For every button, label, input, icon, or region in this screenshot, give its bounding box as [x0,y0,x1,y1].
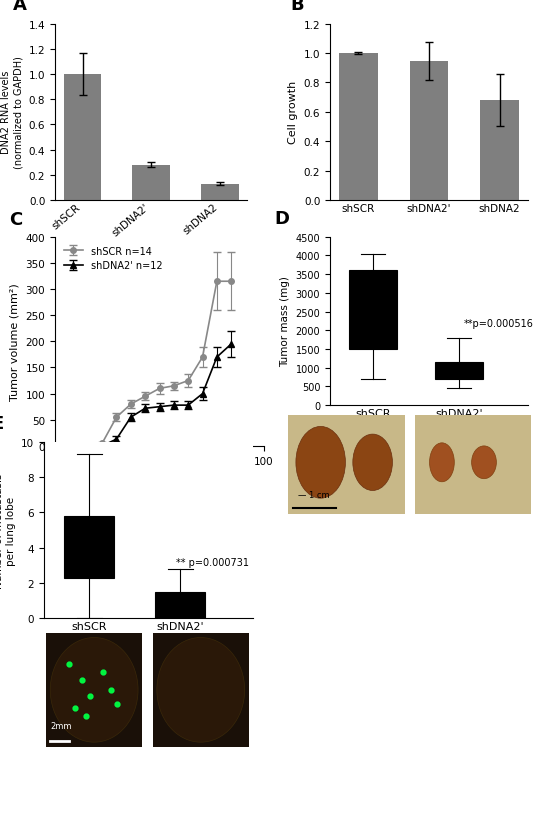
Bar [46,633,142,747]
Bar [153,633,249,747]
Ellipse shape [157,638,245,742]
X-axis label: Time (days): Time (days) [126,472,192,482]
Text: ** p=0.000731: ** p=0.000731 [176,557,249,567]
Y-axis label: Tumor mass (mg): Tumor mass (mg) [280,276,290,367]
Text: — 1 cm: — 1 cm [298,491,330,500]
PathPatch shape [349,271,397,350]
PathPatch shape [436,363,483,379]
Text: A: A [13,0,26,15]
Bar [289,416,405,514]
Bar [64,75,102,201]
Ellipse shape [472,446,496,479]
Y-axis label: DNA2 RNA levels
(normalized to GAPDH): DNA2 RNA levels (normalized to GAPDH) [2,57,23,169]
Ellipse shape [353,435,393,491]
PathPatch shape [64,516,114,578]
Bar [480,101,519,201]
Text: 2mm: 2mm [50,722,72,731]
Bar [133,165,170,201]
Text: **p=0.000516: **p=0.000516 [464,319,534,328]
Y-axis label: Tumor volume (mm²): Tumor volume (mm²) [10,283,20,400]
Ellipse shape [430,443,454,482]
Bar [415,416,531,514]
Text: E: E [0,414,4,432]
Text: C: C [9,211,22,229]
Y-axis label: Cell growth: Cell growth [288,81,298,144]
Text: D: D [274,210,289,228]
Bar [410,62,448,201]
Legend: shSCR n=14, shDNA2' n=12: shSCR n=14, shDNA2' n=12 [60,242,167,275]
Bar [339,54,378,201]
PathPatch shape [155,592,205,618]
Bar [201,184,239,201]
Ellipse shape [296,427,345,499]
Text: B: B [290,0,304,15]
Ellipse shape [50,638,138,742]
Y-axis label: Number of metastasis
per lung lobe: Number of metastasis per lung lobe [0,473,15,588]
